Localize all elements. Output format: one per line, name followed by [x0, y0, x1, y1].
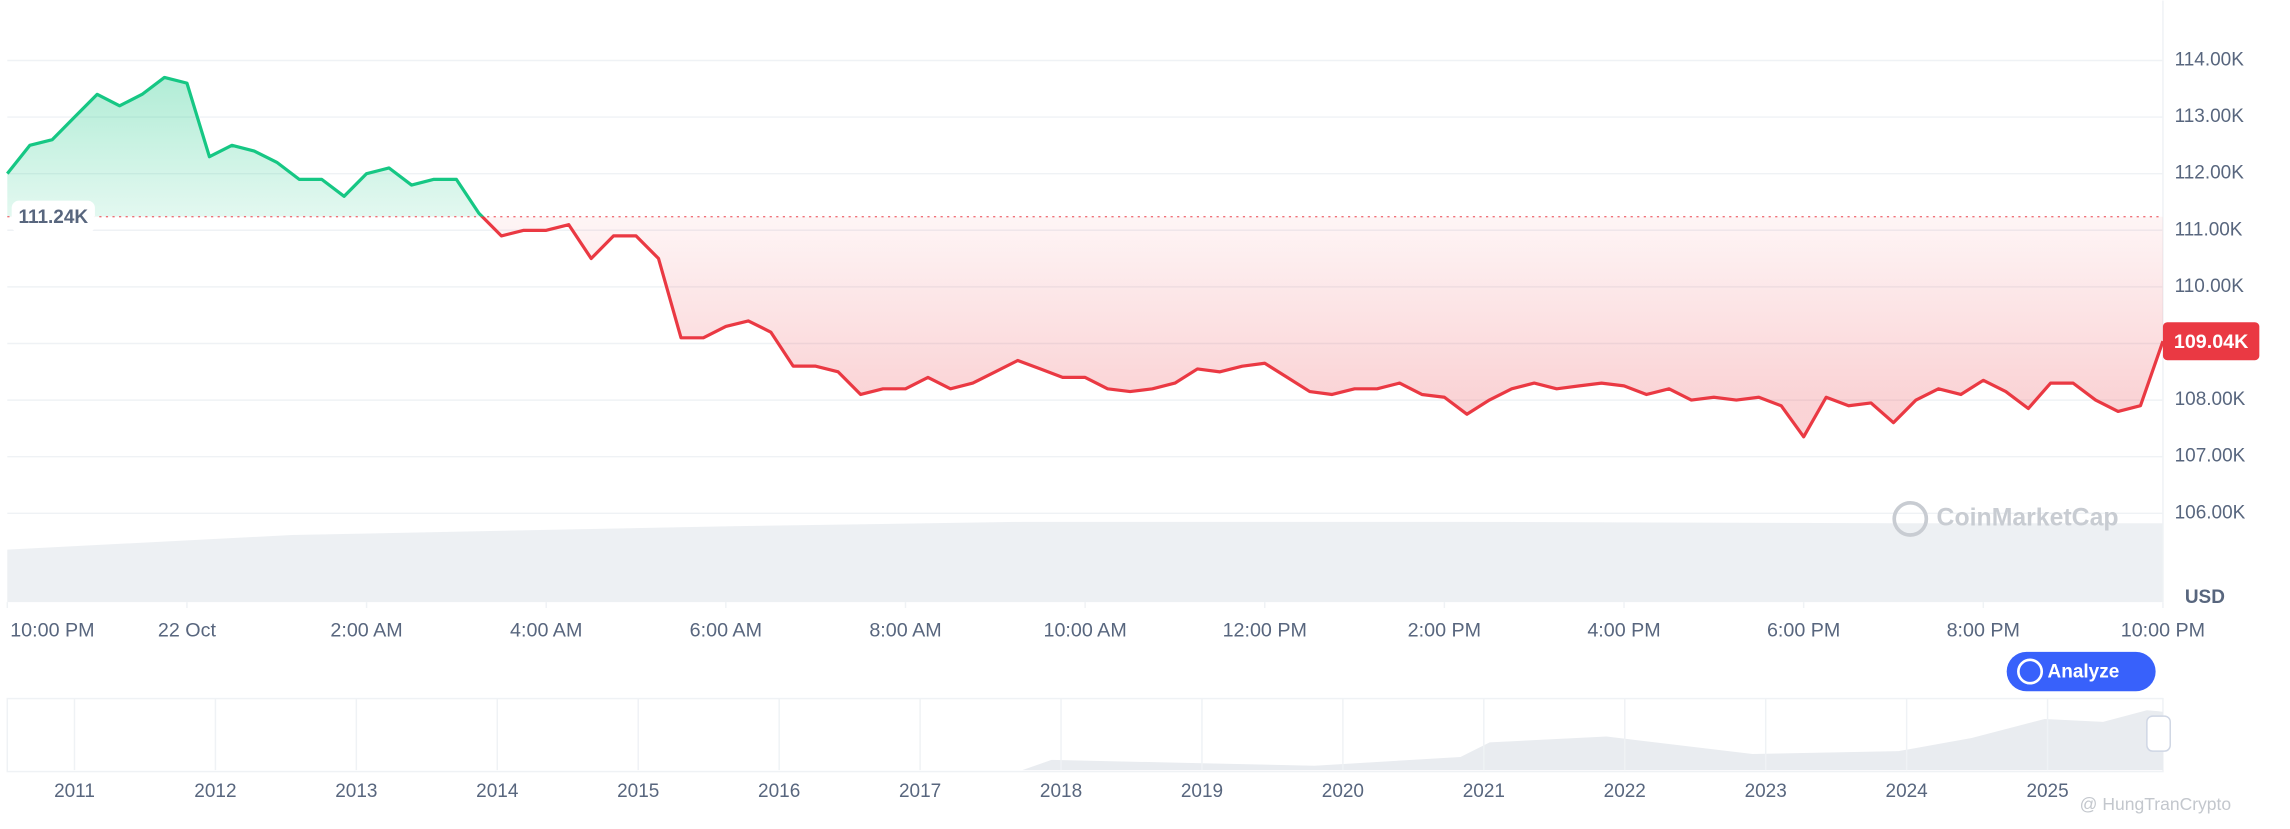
navigator-year: 2012	[194, 781, 236, 802]
navigator-area	[7, 710, 2163, 771]
x-tick-label: 4:00 AM	[510, 620, 582, 642]
y-unit: USD	[2185, 587, 2225, 608]
y-tick-label: 108.00K	[2175, 389, 2246, 410]
x-tick-label: 4:00 PM	[1587, 620, 1660, 642]
volume-area	[7, 521, 2163, 603]
x-tick-label: 2:00 AM	[330, 620, 402, 642]
price-line	[6, 75, 2165, 439]
navigator-year: 2014	[476, 781, 518, 802]
navigator-year: 2024	[1886, 781, 1928, 802]
y-tick-label: 107.00K	[2175, 446, 2246, 467]
credit: @ HungTranCrypto	[2080, 794, 2231, 814]
analyze-button[interactable]	[2006, 651, 2156, 692]
baseline-badge	[11, 200, 95, 233]
y-tick-label: 113.00K	[2175, 106, 2245, 127]
navigator-year: 2011	[54, 781, 95, 802]
y-tick-label: 111.00K	[2175, 219, 2243, 240]
navigator-year: 2017	[899, 781, 941, 802]
navigator-year: 2018	[1040, 781, 1082, 802]
analyze-icon	[2017, 658, 2044, 685]
baseline-area	[7, 77, 2163, 437]
navigator-year: 2013	[335, 781, 377, 802]
y-tick-label: 110.00K	[2175, 276, 2245, 297]
navigator-year: 2021	[1463, 781, 1505, 802]
navigator-handle[interactable]	[2146, 715, 2171, 752]
analyze-label: Analyze	[2048, 661, 2120, 682]
watermark-logo	[1892, 501, 1929, 537]
navigator-year: 2022	[1604, 781, 1646, 802]
navigator-year: 2019	[1181, 781, 1223, 802]
navigator-year: 2015	[617, 781, 659, 802]
navigator-year: 2016	[758, 781, 800, 802]
x-tick-label: 2:00 PM	[1408, 620, 1481, 642]
last-price-label: 109.04K	[2174, 331, 2249, 353]
navigator-year: 2020	[1322, 781, 1364, 802]
x-tick-label: 10:00 PM	[10, 620, 94, 642]
x-tick-label: 8:00 PM	[1947, 620, 2020, 642]
x-tick-label: 8:00 AM	[869, 620, 941, 642]
last-price-badge	[2162, 322, 2260, 361]
baseline-label: 111.24K	[18, 207, 88, 228]
x-tick-label: 6:00 AM	[690, 620, 762, 642]
y-tick-label: 106.00K	[2175, 502, 2246, 523]
x-tick-label: 22 Oct	[158, 620, 217, 642]
y-tick-label: 114.00K	[2175, 49, 2245, 70]
x-tick-label: 6:00 PM	[1767, 620, 1840, 642]
x-tick-label: 12:00 PM	[1223, 620, 1307, 642]
navigator-year: 2023	[1745, 781, 1787, 802]
x-tick-label: 10:00 AM	[1043, 620, 1126, 642]
navigator-year: 2025	[2026, 781, 2068, 802]
watermark: CoinMarketCap	[1937, 504, 2119, 531]
y-tick-label: 112.00K	[2175, 163, 2245, 184]
x-tick-label: 10:00 PM	[2121, 620, 2205, 642]
